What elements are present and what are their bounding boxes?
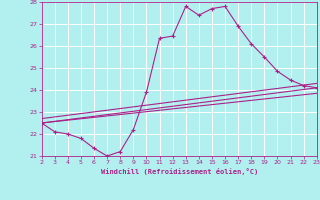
X-axis label: Windchill (Refroidissement éolien,°C): Windchill (Refroidissement éolien,°C) [100, 168, 258, 175]
